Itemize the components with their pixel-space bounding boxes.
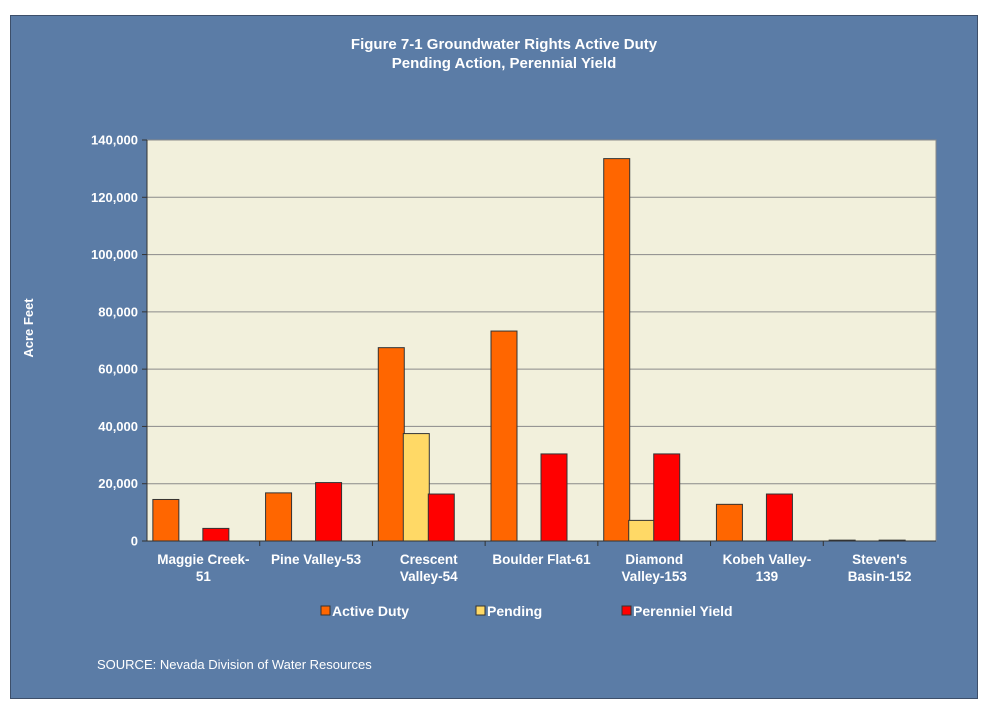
y-tick-label: 140,000 xyxy=(91,133,138,148)
bar xyxy=(878,539,906,542)
bar xyxy=(265,492,293,542)
source-note: SOURCE: Nevada Division of Water Resourc… xyxy=(97,657,372,672)
y-tick-label: 0 xyxy=(131,534,138,549)
bar xyxy=(490,330,518,542)
bar xyxy=(315,482,343,542)
plot-area: 0 20,000 40,000 60,000 80,000 100,000 120,000 1… xyxy=(91,133,937,584)
chart-subtitle: Pending Action, Perennial Yield xyxy=(392,55,617,72)
x-tick-label: Maggie Creek-51 xyxy=(157,552,249,584)
x-tick-label: Crescent Valley-54 xyxy=(400,552,458,584)
y-tick-label: 40,000 xyxy=(98,419,138,434)
bar xyxy=(377,347,405,542)
y-axis-label: Acre Feet xyxy=(21,298,36,358)
y-tick-label: 80,000 xyxy=(98,304,138,319)
bar xyxy=(603,158,631,542)
legend-swatch xyxy=(320,605,331,616)
x-tick-label: Kobeh Valley-139 xyxy=(723,552,812,584)
bar xyxy=(402,433,430,542)
y-tick-label: 20,000 xyxy=(98,476,138,491)
x-tick-label: Diamond Valley-153 xyxy=(622,552,688,584)
x-tick-label: Steven's Basin-152 xyxy=(848,552,912,584)
legend-label: Pending xyxy=(487,603,542,619)
chart-title: Figure 7-1 Groundwater Rights Active Dut… xyxy=(351,36,658,53)
bar xyxy=(202,527,230,542)
legend-swatch xyxy=(621,605,632,616)
legend: Active Duty Pending Perenniel Yield xyxy=(320,603,733,619)
x-tick-label: Pine Valley-53 xyxy=(271,552,362,567)
bar xyxy=(540,453,568,542)
bar xyxy=(715,503,743,542)
bar xyxy=(628,519,656,542)
y-tick-label: 120,000 xyxy=(91,190,138,205)
bar xyxy=(653,453,681,542)
bar xyxy=(427,493,455,542)
legend-label: Perenniel Yield xyxy=(633,603,733,619)
legend-swatch xyxy=(475,605,486,616)
y-tick-label: 60,000 xyxy=(98,362,138,377)
bar-chart: Figure 7-1 Groundwater Rights Active Dut… xyxy=(21,36,937,672)
y-tick-label: 100,000 xyxy=(91,247,138,262)
chart-frame: Figure 7-1 Groundwater Rights Active Dut… xyxy=(10,15,978,699)
x-tick-label: Boulder Flat-61 xyxy=(492,552,591,567)
bar xyxy=(152,498,180,542)
bar xyxy=(828,539,856,542)
legend-label: Active Duty xyxy=(332,603,409,619)
bar xyxy=(765,493,793,542)
